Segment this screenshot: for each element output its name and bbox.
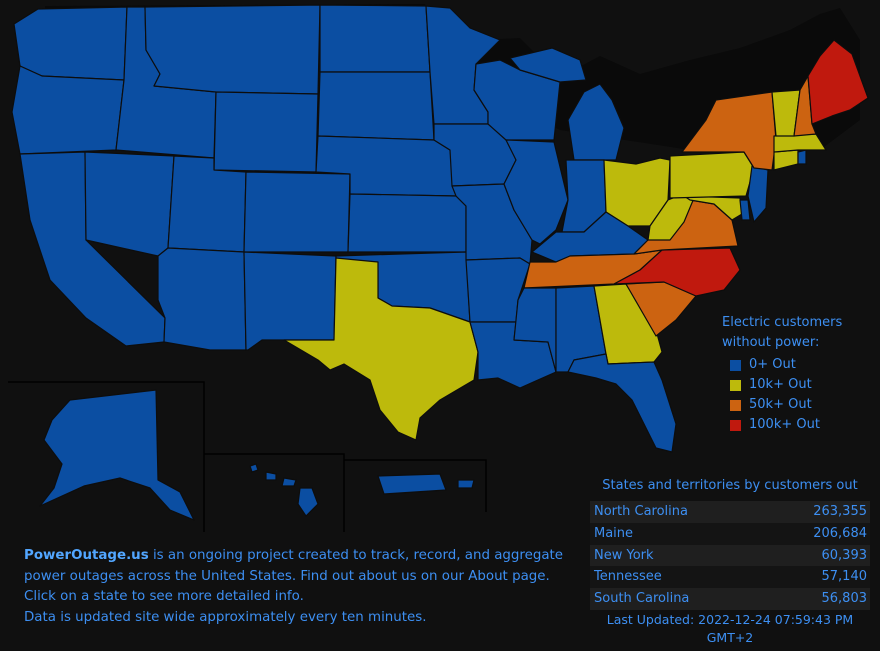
legend-label-10k: 10k+ Out (749, 377, 812, 392)
state-NM[interactable] (243, 251, 337, 351)
ranking-row[interactable]: South Carolina 56,803 (590, 588, 870, 610)
state-WV[interactable] (647, 195, 695, 241)
ranking-count: 57,140 (821, 569, 868, 585)
ranking-row[interactable]: New York 60,393 (590, 544, 870, 567)
state-MI[interactable] (509, 47, 625, 161)
state-CT[interactable] (773, 149, 799, 171)
info-line4: Data is updated site wide approximately … (24, 609, 427, 625)
legend-title-line2: without power: (722, 335, 820, 350)
state-NV[interactable] (84, 151, 175, 257)
state-WA[interactable] (13, 6, 128, 81)
ranking-row[interactable]: Tennessee 57,140 (590, 566, 870, 589)
legend-title-line1: Electric customers (722, 315, 843, 330)
state-MA[interactable] (773, 133, 827, 153)
ranking-table: North Carolina 263,355 Maine 206,684 New… (590, 501, 870, 610)
state-FL[interactable] (567, 353, 677, 453)
info-line3: Click on a state to see more detailed in… (24, 589, 304, 604)
state-AK[interactable] (39, 389, 195, 521)
ranking-state: North Carolina (594, 504, 688, 519)
state-OR[interactable] (11, 65, 125, 155)
ranking-state: South Carolina (594, 591, 690, 607)
ranking-title: States and territories by customers out (602, 478, 858, 493)
inset-frame-puerto-rico (344, 459, 487, 512)
legend-item-50k: 50k+ Out (730, 395, 842, 415)
info-text: PowerOutage.us is an ongoing project cre… (24, 546, 584, 628)
legend-label-100k: 100k+ Out (749, 417, 820, 432)
legend-swatch-50k (730, 399, 741, 411)
inset-frame-alaska (8, 381, 205, 532)
state-WI[interactable] (473, 59, 561, 141)
ranking-state: New York (594, 547, 654, 563)
state-WY[interactable] (213, 91, 319, 173)
ranking-count: 206,684 (813, 525, 867, 541)
state-TX[interactable] (283, 257, 479, 441)
state-DE[interactable] (739, 199, 751, 221)
state-ME[interactable] (807, 39, 869, 125)
legend-swatch-100k (730, 419, 741, 431)
ranking-state: Maine (594, 525, 634, 541)
state-MT[interactable] (144, 4, 321, 95)
legend-item-10k: 10k+ Out (730, 375, 842, 395)
inset-frame-hawaii (204, 453, 345, 532)
legend-label-50k: 50k+ Out (749, 397, 812, 412)
legend-label-0: 0+ Out (749, 357, 796, 372)
state-ND[interactable] (319, 4, 431, 73)
state-HI[interactable] (249, 463, 319, 517)
state-RI[interactable] (797, 149, 807, 165)
last-updated-line1: Last Updated: 2022-12-24 07:59:43 PM (606, 612, 854, 627)
legend-item-100k: 100k+ Out (730, 415, 842, 435)
brand-link[interactable]: PowerOutage.us (24, 548, 149, 563)
legend-swatch-0 (730, 359, 741, 371)
outage-legend: Electric customers without power: 0+ Out… (722, 313, 842, 435)
legend-item-0: 0+ Out (730, 355, 842, 375)
ranking-row[interactable]: Maine 206,684 (590, 522, 870, 545)
state-CO[interactable] (243, 171, 351, 253)
ranking-count: 263,355 (813, 504, 867, 519)
info-line2: power outages across the United States. … (24, 568, 550, 584)
info-line1-text: is an ongoing project created to track, … (148, 548, 564, 563)
last-updated-line2: GMT+2 (706, 630, 754, 645)
ranking-row[interactable]: North Carolina 263,355 (590, 501, 870, 523)
ranking-count: 56,803 (821, 591, 868, 607)
state-KS[interactable] (347, 193, 467, 253)
ranking-state: Tennessee (594, 569, 662, 585)
last-updated: Last Updated: 2022-12-24 07:59:43 PM GMT… (590, 611, 870, 647)
legend-swatch-10k (730, 379, 741, 391)
state-IL[interactable] (503, 139, 569, 245)
state-AZ[interactable] (157, 247, 247, 351)
state-PA[interactable] (669, 151, 755, 199)
state-MD[interactable] (683, 195, 743, 221)
state-NC[interactable] (613, 247, 741, 297)
state-SD[interactable] (317, 71, 435, 141)
state-PR[interactable] (377, 473, 475, 495)
ranking-count: 60,393 (821, 547, 868, 563)
state-NH[interactable] (793, 75, 817, 137)
state-NJ[interactable] (747, 165, 769, 223)
info-line1: PowerOutage.us is an ongoing project cre… (24, 546, 584, 567)
